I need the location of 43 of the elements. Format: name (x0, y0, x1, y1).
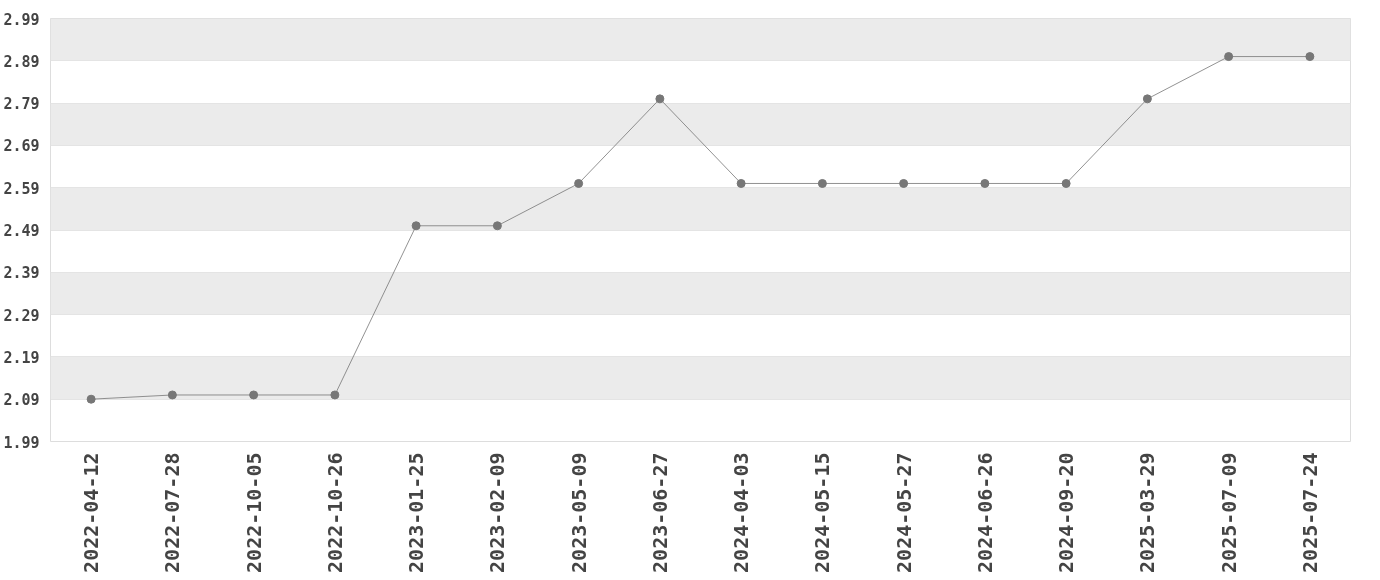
x-tick-label: 2022-10-26 (322, 452, 347, 573)
y-tick-label: 2.89 (3, 52, 40, 71)
x-tick-label: 2025-03-29 (1135, 452, 1160, 573)
point (1305, 52, 1315, 62)
point (249, 390, 259, 400)
y-tick-label: 2.39 (3, 264, 40, 283)
y-tick-label: 2.59 (3, 179, 40, 198)
x-tick-label: 2023-06-27 (647, 452, 672, 573)
x-tick-label: 2022-07-28 (160, 452, 185, 573)
x-tick-label: 2025-07-24 (1297, 452, 1322, 573)
x-tick-label: 2025-07-09 (1216, 452, 1241, 573)
point (1224, 52, 1234, 62)
x-tick-label: 2022-04-12 (79, 452, 104, 573)
y-tick-label: 2.99 (3, 10, 40, 29)
y-tick-label: 2.69 (3, 137, 40, 156)
y-tick-label: 2.19 (3, 348, 40, 367)
x-tick-label: 2024-09-20 (1054, 452, 1079, 573)
point (574, 178, 584, 188)
point (817, 178, 827, 188)
x-tick-label: 2023-05-09 (566, 452, 591, 573)
y-tick-label: 2.09 (3, 391, 40, 410)
point (736, 178, 746, 188)
x-tick-label: 2023-01-25 (404, 452, 429, 573)
point (492, 221, 502, 231)
point (330, 390, 340, 400)
y-tick-label: 1.99 (3, 433, 40, 452)
x-tick-label: 2023-02-09 (485, 452, 510, 573)
x-tick-label: 2024-05-27 (891, 452, 916, 573)
point (980, 178, 990, 188)
point (655, 94, 665, 104)
point (411, 221, 421, 231)
x-tick-label: 2024-06-26 (972, 452, 997, 573)
y-tick-label: 2.79 (3, 95, 40, 114)
point (899, 178, 909, 188)
point (1061, 178, 1071, 188)
point (86, 394, 96, 404)
point (1142, 94, 1152, 104)
point (167, 390, 177, 400)
x-tick-label: 2024-04-03 (729, 452, 754, 573)
x-tick-label: 2022-10-05 (241, 452, 266, 573)
y-tick-label: 2.29 (3, 306, 40, 325)
x-tick-label: 2024-05-15 (810, 452, 835, 573)
y-tick-label: 2.49 (3, 222, 40, 240)
